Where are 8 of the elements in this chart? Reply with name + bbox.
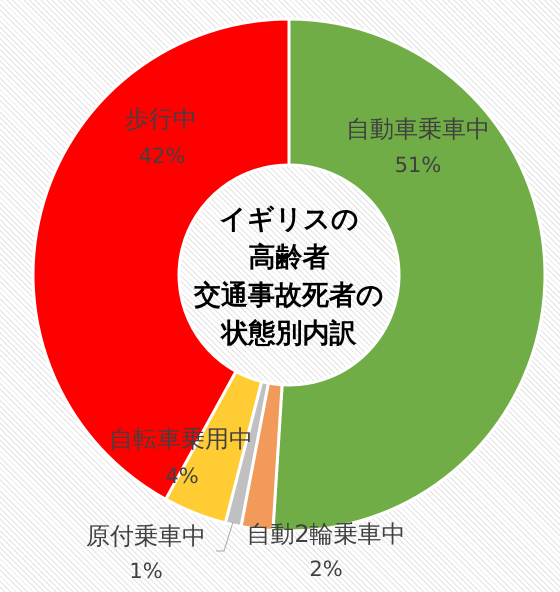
data-label: 1% (129, 559, 163, 583)
data-label: 51% (394, 153, 442, 177)
slice-label: 歩行中 (125, 105, 197, 133)
slice-label: 原付乗車中 (86, 522, 206, 550)
text: イギリスの高齢者交通事故死者の状態別内訳 (193, 204, 384, 349)
data-label: 2% (309, 557, 343, 581)
data-label: 42% (138, 144, 186, 168)
slice-label: 自動車乗車中 (346, 115, 490, 143)
